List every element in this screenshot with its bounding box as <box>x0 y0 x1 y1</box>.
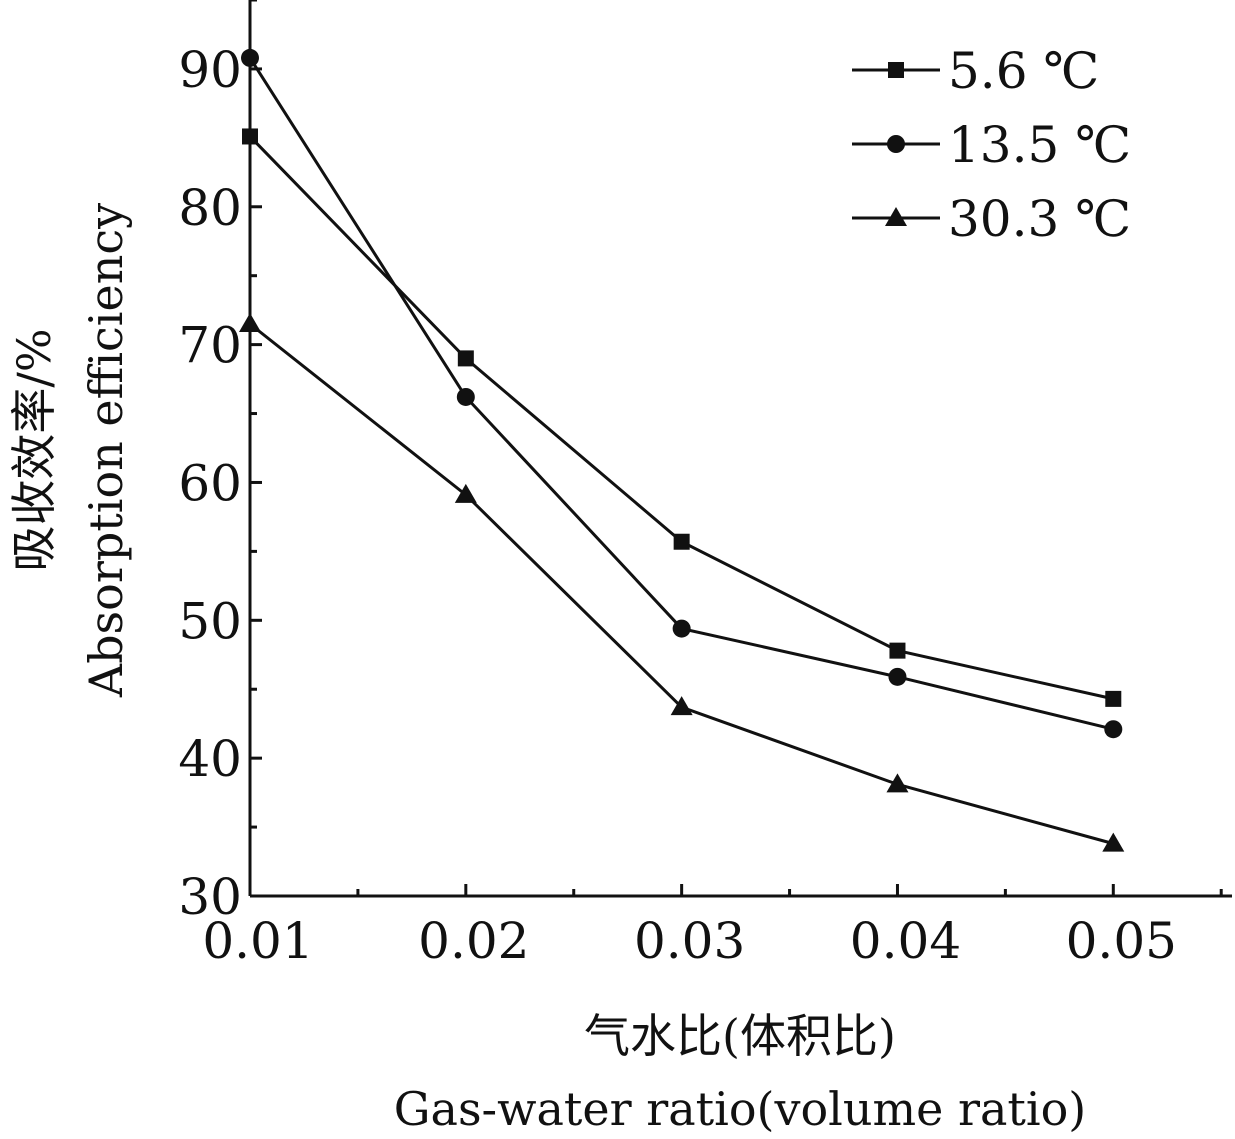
data-point-triangle <box>239 312 261 332</box>
series-layer <box>239 48 1125 852</box>
y-tick-label: 50 <box>178 592 242 650</box>
ticks: 30 40 50 60 70 80 90 0.01 0.02 0.03 0.04 0.05 <box>178 0 1223 970</box>
data-point-triangle <box>886 773 909 793</box>
legend-marker-square <box>888 62 904 78</box>
legend: 5.6 ℃ 13.5 ℃ 30.3 ℃ <box>852 42 1131 248</box>
x-axis-title-cn: 气水比(体积比) <box>584 1009 896 1063</box>
y-tick-label: 30 <box>178 868 242 926</box>
data-point-circle <box>241 48 259 67</box>
data-point-square <box>457 350 474 367</box>
data-point-triangle <box>454 483 477 503</box>
legend-item: 5.6 ℃ <box>852 42 1099 100</box>
series-circle <box>241 48 1123 739</box>
legend-item: 30.3 ℃ <box>852 190 1131 248</box>
x-tick-label: 0.02 <box>418 912 529 970</box>
y-axis-title-en: Absorption efficiency <box>79 203 133 698</box>
x-tick-label: 0.05 <box>1066 912 1177 970</box>
legend-label: 30.3 ℃ <box>948 190 1131 248</box>
series-triangle <box>239 312 1125 852</box>
x-axis-title-en: Gas-water ratio(volume ratio) <box>394 1082 1086 1136</box>
y-tick-label: 60 <box>178 454 242 512</box>
x-tick-label: 0.01 <box>202 912 313 970</box>
axes <box>248 0 1232 898</box>
data-point-triangle <box>1102 832 1125 852</box>
y-tick-label: 90 <box>178 41 242 99</box>
legend-label: 5.6 ℃ <box>948 42 1099 100</box>
data-point-square <box>889 642 906 659</box>
x-tick-label: 0.03 <box>634 912 745 970</box>
y-tick-label: 70 <box>178 317 242 375</box>
data-point-circle <box>456 387 475 406</box>
data-point-circle <box>672 619 691 638</box>
data-point-circle <box>1104 720 1123 739</box>
y-axis-title-cn: 吸收效率/% <box>7 328 61 571</box>
data-point-square <box>242 128 258 145</box>
legend-marker-circle <box>887 135 905 153</box>
legend-item: 13.5 ℃ <box>852 116 1131 174</box>
x-tick-label: 0.04 <box>850 912 961 970</box>
data-point-square <box>1105 690 1122 707</box>
data-point-triangle <box>670 696 693 716</box>
data-point-circle <box>888 667 907 686</box>
y-tick-label: 80 <box>178 179 242 237</box>
series-line <box>249 322 1114 846</box>
legend-label: 13.5 ℃ <box>948 116 1131 174</box>
data-point-square <box>673 533 690 550</box>
y-tick-label: 40 <box>178 730 242 788</box>
legend-marker-triangle <box>885 207 907 226</box>
